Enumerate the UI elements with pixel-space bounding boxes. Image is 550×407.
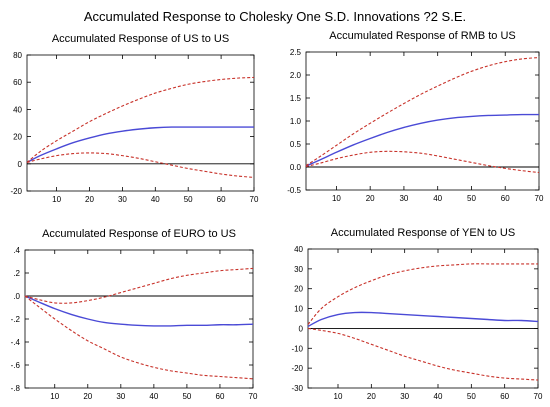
us-to-us-xtick-label: 60 bbox=[217, 195, 226, 204]
euro-to-us-xtick-label: 20 bbox=[83, 392, 92, 401]
rmb-to-us-xtick-label: 40 bbox=[433, 194, 442, 203]
rmb-to-us-ytick-label: 2.0 bbox=[290, 71, 302, 80]
yen-to-us-xtick-label: 10 bbox=[334, 392, 343, 401]
rmb-to-us-plot-frame bbox=[305, 51, 540, 191]
rmb-to-us-ytick-label: 2.5 bbox=[290, 48, 302, 57]
rmb-to-us-xtick-label: 70 bbox=[535, 194, 544, 203]
euro-to-us-xtick-label: 30 bbox=[116, 392, 125, 401]
euro-to-us-xtick-label: 50 bbox=[182, 392, 191, 401]
euro-to-us-ytick-label: -.4 bbox=[11, 338, 21, 347]
euro-to-us-plot-frame bbox=[24, 249, 254, 389]
yen-to-us-response-line bbox=[307, 311, 539, 328]
euro-to-us-ytick-label: .0 bbox=[13, 292, 20, 301]
yen-to-us-plot-frame bbox=[307, 248, 539, 389]
us-to-us-ytick-label: -20 bbox=[10, 187, 22, 196]
us-to-us-ytick-label: 60 bbox=[13, 78, 22, 87]
us-to-us-xtick-label: 10 bbox=[52, 195, 61, 204]
rmb-to-us-upper-band-line bbox=[305, 56, 540, 167]
yen-to-us-ytick-label: 0 bbox=[299, 324, 304, 333]
yen-to-us-lower-band-line bbox=[307, 327, 539, 381]
rmb-to-us-xtick-label: 50 bbox=[467, 194, 476, 203]
yen-to-us-ytick-label: 30 bbox=[294, 265, 303, 274]
euro-to-us-panel: Accumulated Response of EURO to US -.8 -.6… bbox=[11, 228, 258, 401]
yen-to-us-panel: Accumulated Response of YEN to US -30 -20 -… bbox=[291, 227, 543, 401]
rmb-to-us-lower-band-line bbox=[305, 150, 540, 174]
us-to-us-upper-band-line bbox=[26, 76, 255, 163]
us-to-us-response-line bbox=[26, 126, 254, 164]
us-to-us-xtick-label: 20 bbox=[85, 195, 94, 204]
us-to-us-xtick-label: 30 bbox=[118, 195, 127, 204]
us-to-us-xtick-label: 50 bbox=[184, 195, 193, 204]
euro-to-us-ytick-label: -.2 bbox=[11, 315, 21, 324]
rmb-to-us-xtick-label: 10 bbox=[332, 194, 341, 203]
yen-to-us-xtick-label: 60 bbox=[500, 392, 509, 401]
yen-to-us-title: Accumulated Response of YEN to US bbox=[331, 227, 515, 239]
rmb-to-us-xtick-label: 30 bbox=[399, 194, 408, 203]
euro-to-us-ytick-label: -.8 bbox=[11, 384, 21, 393]
us-to-us-plot-frame bbox=[26, 54, 255, 192]
euro-to-us-response-line bbox=[24, 295, 254, 327]
euro-to-us-title: Accumulated Response of EURO to US bbox=[42, 228, 236, 240]
euro-to-us-xtick-label: 10 bbox=[50, 392, 59, 401]
yen-to-us-ytick-label: 10 bbox=[294, 305, 303, 314]
euro-to-us-ytick-label: -.6 bbox=[11, 361, 21, 370]
rmb-to-us-ytick-label: 1.5 bbox=[290, 94, 302, 103]
figure-title: Accumulated Response to Cholesky One S.D… bbox=[83, 9, 467, 24]
us-to-us-lower-band-line bbox=[26, 152, 255, 178]
yen-to-us-ytick-label: -30 bbox=[291, 384, 303, 393]
euro-to-us-xtick-label: 60 bbox=[216, 392, 225, 401]
yen-to-us-xtick-label: 70 bbox=[534, 392, 543, 401]
us-to-us-title: Accumulated Response of US to US bbox=[52, 33, 229, 45]
us-to-us-ytick-label: 20 bbox=[13, 133, 22, 142]
rmb-to-us-ytick-label: -0.5 bbox=[287, 186, 301, 195]
euro-to-us-xtick-label: 40 bbox=[149, 392, 158, 401]
euro-to-us-upper-band-line bbox=[24, 267, 254, 304]
yen-to-us-ytick-label: 20 bbox=[294, 285, 303, 294]
us-to-us-ytick-label: 0 bbox=[18, 160, 23, 169]
us-to-us-panel: Accumulated Response of US to US -20 0 20 40… bbox=[10, 33, 259, 204]
rmb-to-us-title: Accumulated Response of RMB to US bbox=[329, 30, 515, 42]
rmb-to-us-panel: Accumulated Response of RMB to US -0.5 0.0… bbox=[287, 30, 544, 203]
us-to-us-xtick-label: 40 bbox=[151, 195, 160, 204]
yen-to-us-xtick-label: 40 bbox=[434, 392, 443, 401]
yen-to-us-xtick-label: 50 bbox=[467, 392, 476, 401]
yen-to-us-xtick-label: 30 bbox=[400, 392, 409, 401]
rmb-to-us-xtick-label: 60 bbox=[501, 194, 510, 203]
euro-to-us-xtick-label: 70 bbox=[249, 392, 258, 401]
us-to-us-ytick-label: 80 bbox=[13, 51, 22, 60]
yen-to-us-ytick-label: -20 bbox=[291, 364, 303, 373]
yen-to-us-upper-band-line bbox=[307, 263, 538, 325]
euro-to-us-ytick-label: .4 bbox=[13, 246, 20, 255]
rmb-to-us-xtick-label: 20 bbox=[366, 194, 375, 203]
rmb-to-us-response-line bbox=[305, 113, 540, 167]
rmb-to-us-ytick-label: 0.5 bbox=[290, 140, 302, 149]
rmb-to-us-ytick-label: 1.0 bbox=[290, 117, 302, 126]
rmb-to-us-ytick-label: 0.0 bbox=[290, 163, 302, 172]
yen-to-us-ytick-label: 40 bbox=[294, 245, 303, 254]
euro-to-us-lower-band-line bbox=[24, 295, 254, 380]
euro-to-us-ytick-label: .2 bbox=[13, 269, 20, 278]
yen-to-us-ytick-label: -10 bbox=[291, 344, 303, 353]
us-to-us-xtick-label: 70 bbox=[250, 195, 259, 204]
yen-to-us-xtick-label: 20 bbox=[367, 392, 376, 401]
us-to-us-ytick-label: 40 bbox=[13, 105, 22, 114]
